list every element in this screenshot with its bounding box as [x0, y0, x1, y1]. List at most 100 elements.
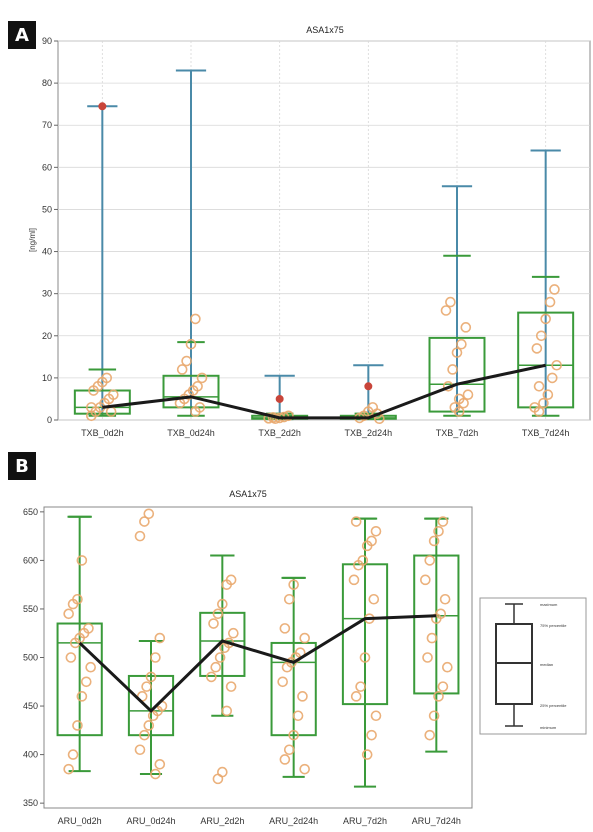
chart-b-data-point: [76, 691, 88, 702]
chart-a-xtick-label: TXB_0d2h: [81, 428, 124, 438]
chart-b-data-point: [279, 754, 291, 765]
chart-b-data-point: [150, 652, 161, 663]
chart-b-data-point: [145, 671, 157, 683]
chart-a-data-point: [440, 305, 452, 316]
chart-b-data-point: [420, 574, 431, 586]
chart-a-ytick-label: 10: [42, 373, 52, 383]
chart-a-data-point: [456, 338, 467, 350]
chart-b-data-point: [210, 661, 222, 673]
chart-a-xtick-label: TXB_7d2h: [436, 428, 479, 438]
chart-b-data-point: [435, 608, 447, 620]
chart-b-xtick-label: ARU_2d2h: [200, 816, 244, 826]
chart-b-data-point: [217, 766, 228, 778]
chart-b-data-point: [154, 759, 166, 770]
chart-b-data-point: [439, 593, 451, 605]
chart-b-box: [270, 641, 317, 737]
chart-b-data-point: [366, 729, 377, 741]
chart-a-data-point: [451, 347, 463, 358]
chart-b-box: [413, 554, 460, 695]
chart-a-ytick-label: 30: [42, 289, 52, 299]
chart-b-ytick-label: 600: [23, 555, 38, 565]
chart-b-data-point: [292, 710, 304, 722]
chart-a-data-point: [462, 389, 474, 401]
chart-a-data-point: [460, 322, 472, 333]
chart-b-data-point: [139, 729, 150, 741]
chart-a-data-point: [86, 402, 97, 413]
chart-a-data-point: [529, 402, 540, 413]
chart-b-data-point: [277, 676, 288, 688]
chart-a-ytick-label: 20: [42, 331, 52, 341]
chart-b-data-point: [348, 574, 360, 586]
chart-b-data-point: [143, 508, 155, 520]
chart-b-xtick-label: ARU_7d2h: [343, 816, 387, 826]
legend-maximum: maximum: [540, 602, 558, 607]
panel-a-label-bg: [8, 21, 36, 49]
chart-a-data-point: [531, 343, 543, 354]
chart-a-outlier: [98, 102, 107, 111]
chart-a-xtick-label: TXB_2d2h: [258, 428, 301, 438]
chart-b-data-point: [217, 598, 228, 610]
chart-b-data-point: [225, 681, 237, 692]
chart-b-data-point: [350, 691, 362, 702]
chart-a-ylabel: [ng/ml]: [28, 228, 37, 252]
chart-a-data-point: [192, 381, 203, 392]
chart-a-data-point: [445, 296, 456, 308]
chart-b-data-point: [206, 671, 217, 683]
chart-b-data-point: [350, 516, 362, 527]
chart-a-ytick-label: 0: [47, 415, 52, 425]
chart-b-data-point: [442, 661, 453, 673]
chart-b-data-point: [279, 623, 291, 634]
chart-b-data-point: [368, 593, 380, 605]
chart-b-data-point: [437, 681, 449, 692]
chart-b-xtick-label: ARU_7d24h: [412, 816, 461, 826]
chart-b-data-point: [288, 579, 299, 590]
chart-b-data-point: [433, 525, 444, 537]
chart-b-data-point: [355, 681, 366, 692]
chart-b-data-point: [299, 763, 310, 775]
chart-a-data-point: [194, 402, 206, 413]
panel-b-label-bg: [8, 452, 36, 480]
chart-b-ytick-label: 550: [23, 604, 38, 614]
chart-a-median-line: [102, 363, 546, 420]
panel-b-label: B: [15, 456, 29, 477]
chart-b-data-point: [154, 632, 166, 644]
chart-b-data-point: [208, 618, 219, 629]
chart-a-data-point: [176, 364, 188, 375]
chart-a-data-point: [546, 372, 558, 384]
chart-b-legend: maximum 75% percentile median 25% percen…: [479, 597, 587, 735]
chart-b-data-point: [228, 627, 239, 639]
chart-a-box: [73, 389, 131, 415]
chart-a-data-point: [544, 296, 556, 308]
chart-b-data-point: [283, 744, 295, 756]
chart-b-data-point: [357, 555, 369, 566]
legend-median-label: median: [540, 662, 553, 667]
chart-a-outlier: [275, 394, 284, 403]
chart-b-xtick-label: ARU_0d2h: [58, 816, 102, 826]
chart-b-data-point: [63, 608, 74, 620]
chart-a-data-point: [449, 402, 461, 413]
chart-b-data-point: [134, 744, 146, 756]
chart-a-plot-area: [57, 40, 591, 421]
chart-b-data-point: [426, 632, 438, 644]
chart-b-data-point: [370, 525, 382, 537]
chart-b-data-point: [139, 516, 150, 527]
chart-a-data-point: [190, 313, 201, 325]
chart-b-plot-area: [43, 506, 473, 809]
legend-q3: 75% percentile: [540, 623, 567, 628]
chart-a-xtick-label: TXB_2d24h: [345, 428, 393, 438]
chart-b-data-point: [225, 574, 237, 586]
chart-b-data-point: [288, 729, 299, 741]
chart-b-data-point: [424, 555, 436, 566]
chart-a-data-point: [551, 359, 562, 371]
chart-b-data-point: [428, 535, 440, 547]
chart-b-data-point: [366, 535, 377, 547]
chart-b-data-point: [370, 710, 382, 722]
chart-b-data-point: [67, 749, 79, 760]
chart-a-data-point: [538, 397, 549, 409]
legend-q1: 25% percentile: [540, 703, 567, 708]
chart-a-ytick-label: 60: [42, 162, 52, 172]
chart-b-data-point: [361, 749, 373, 760]
panel-a-label: A: [15, 25, 29, 46]
chart-a-data-point: [533, 381, 545, 392]
